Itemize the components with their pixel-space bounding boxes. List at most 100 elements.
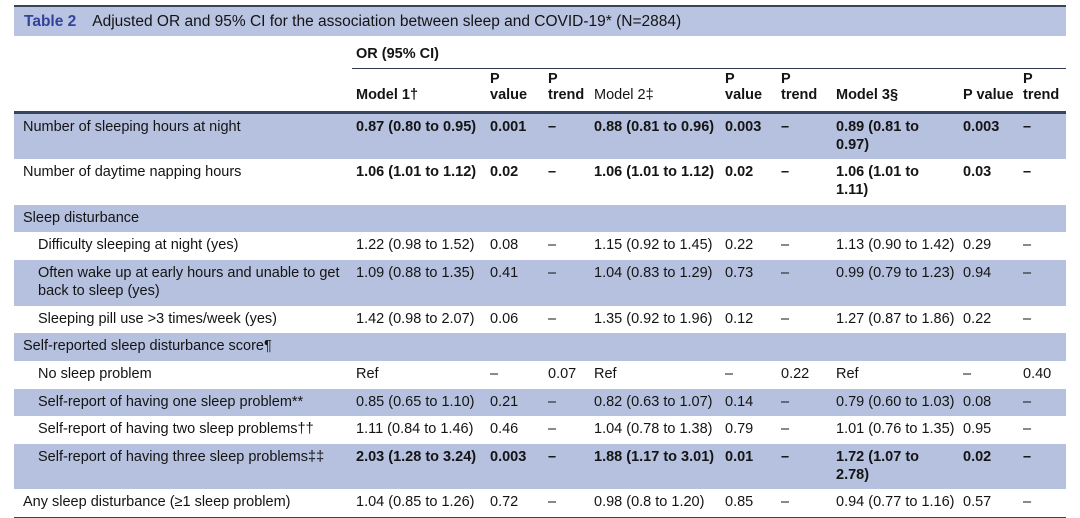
column-header: P value [486,68,544,115]
value-cell: 0.14 [721,388,777,417]
value-cell: Ref [832,360,959,389]
value-cell: – [1019,416,1067,444]
value-cell: 0.89 (0.81 to 0.97) [832,112,959,160]
table-row: No sleep problem Ref –0.07 Ref –0.22 Ref –0.40 [14,360,1067,389]
value-cell: 0.03 [959,159,1019,205]
value-cell: 0.95 [959,416,1019,444]
value-cell: 0.72 [486,489,544,518]
column-header: P trend [1019,68,1067,115]
value-cell [486,333,544,361]
value-cell: 0.08 [959,388,1019,417]
value-cell: – [544,305,590,334]
value-cell: – [1019,260,1067,306]
value-cell: 0.94 [959,260,1019,306]
value-cell: – [544,416,590,444]
row-label-header [14,68,352,115]
value-cell: 0.29 [959,232,1019,261]
value-cell: 1.09 (0.88 to 1.35) [352,260,486,306]
value-cell: – [544,159,590,205]
value-cell: – [1019,443,1067,490]
value-cell: 0.57 [959,489,1019,518]
value-cell: – [959,360,1019,389]
value-cell: 0.02 [486,159,544,205]
row-label: No sleep problem [14,360,352,389]
value-cell: 1.11 (0.84 to 1.46) [352,416,486,444]
value-cell: 0.79 [721,416,777,444]
value-cell: 0.41 [486,260,544,306]
table-header: OR (95% CI) Model 1† P value P trend Model … [14,36,1067,115]
value-cell: 1.04 (0.78 to 1.38) [590,416,721,444]
value-cell: Ref [590,360,721,389]
value-cell: 1.06 (1.01 to 1.12) [590,159,721,205]
value-cell: 1.42 (0.98 to 2.07) [352,305,486,334]
column-header: P value [959,68,1019,115]
column-header: P value [721,68,777,115]
value-cell [1019,333,1067,361]
value-cell [959,333,1019,361]
value-cell: 0.85 [721,489,777,518]
value-cell: – [544,388,590,417]
table-caption: Table 2 Adjusted OR and 95% CI for the a… [14,5,1066,36]
results-table: OR (95% CI) Model 1† P value P trend Model … [14,36,1067,518]
row-label: Any sleep disturbance (≥1 sleep problem) [14,489,352,518]
row-label: Sleep disturbance [14,204,352,233]
value-cell: 1.04 (0.85 to 1.26) [352,489,486,518]
value-cell [832,204,959,233]
value-cell: 0.08 [486,232,544,261]
value-cell: 1.06 (1.01 to 1.11) [832,159,959,205]
value-cell: 0.22 [777,360,832,389]
value-cell: 1.04 (0.83 to 1.29) [590,260,721,306]
value-cell: 0.85 (0.65 to 1.10) [352,388,486,417]
value-cell: – [544,232,590,261]
row-label: Sleeping pill use >3 times/week (yes) [14,305,352,334]
value-cell: 0.02 [959,443,1019,490]
value-cell: – [777,305,832,334]
value-cell: 0.87 (0.80 to 0.95) [352,112,486,160]
page: Table 2 Adjusted OR and 95% CI for the a… [14,5,1067,518]
value-cell [590,333,721,361]
value-cell [832,333,959,361]
section-row: Self-reported sleep disturbance score¶ [14,333,1067,361]
or-ci-group-header: OR (95% CI) [352,36,1067,69]
value-cell: 1.13 (0.90 to 1.42) [832,232,959,261]
row-label: Difficulty sleeping at night (yes) [14,232,352,261]
table-row: Number of sleeping hours at night 0.87 (0… [14,112,1067,160]
table-row: Number of daytime napping hours 1.06 (1.0… [14,159,1067,205]
corner-cell [14,36,352,68]
value-cell: – [544,112,590,160]
value-cell: 0.99 (0.79 to 1.23) [832,260,959,306]
value-cell: 0.02 [721,159,777,205]
table-row: Sleeping pill use >3 times/week (yes) 1.4… [14,305,1067,334]
value-cell: 0.46 [486,416,544,444]
value-cell [777,333,832,361]
value-cell: 0.94 (0.77 to 1.16) [832,489,959,518]
value-cell: 0.98 (0.8 to 1.20) [590,489,721,518]
table-row: Self-report of having one sleep problem*… [14,388,1067,417]
value-cell: – [1019,305,1067,334]
value-cell: – [1019,388,1067,417]
value-cell: 2.03 (1.28 to 3.24) [352,443,486,490]
value-cell: 0.22 [721,232,777,261]
value-cell: 1.72 (1.07 to 2.78) [832,443,959,490]
value-cell: – [721,360,777,389]
value-cell: – [544,443,590,490]
value-cell: – [777,388,832,417]
value-cell: – [544,260,590,306]
value-cell [959,204,1019,233]
value-cell: 0.22 [959,305,1019,334]
row-label: Self-reported sleep disturbance score¶ [14,333,352,361]
value-cell: – [777,159,832,205]
value-cell: – [777,112,832,160]
value-cell: – [777,443,832,490]
row-label: Self-report of having three sleep proble… [14,443,352,490]
value-cell: – [1019,232,1067,261]
value-cell: 1.15 (0.92 to 1.45) [590,232,721,261]
column-header: P trend [544,68,590,115]
value-cell [721,204,777,233]
value-cell: 0.003 [486,443,544,490]
value-cell: – [486,360,544,389]
value-cell [777,204,832,233]
value-cell: – [777,489,832,518]
value-cell [486,204,544,233]
table-body: Number of sleeping hours at night 0.87 (0… [14,112,1067,518]
